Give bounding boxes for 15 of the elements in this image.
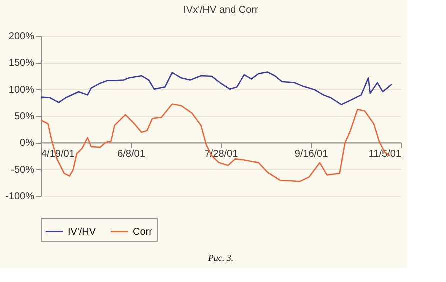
line-series [40, 72, 393, 106]
y-tick-label: 100% [8, 84, 35, 96]
x-tick-label: 9/16/01 [294, 149, 329, 160]
chart-title: IVx'/HV and Corr [184, 5, 260, 16]
x-tick-label: 6/8/01 [118, 149, 146, 160]
y-tick-label: 0% [20, 138, 35, 150]
y-tick-label: 50% [14, 112, 35, 122]
y-tick-label: 150% [8, 58, 35, 70]
y-tick-label: -50% [11, 164, 35, 176]
legend-label: IV'/HV [68, 226, 96, 238]
text: Рис. 3. [207, 253, 234, 263]
legend-label: Corr [133, 226, 154, 238]
y-tick-label: 200% [8, 32, 35, 42]
x-tick-label: 11/5/01 [368, 149, 402, 160]
y-tick-label: -100% [6, 192, 35, 202]
